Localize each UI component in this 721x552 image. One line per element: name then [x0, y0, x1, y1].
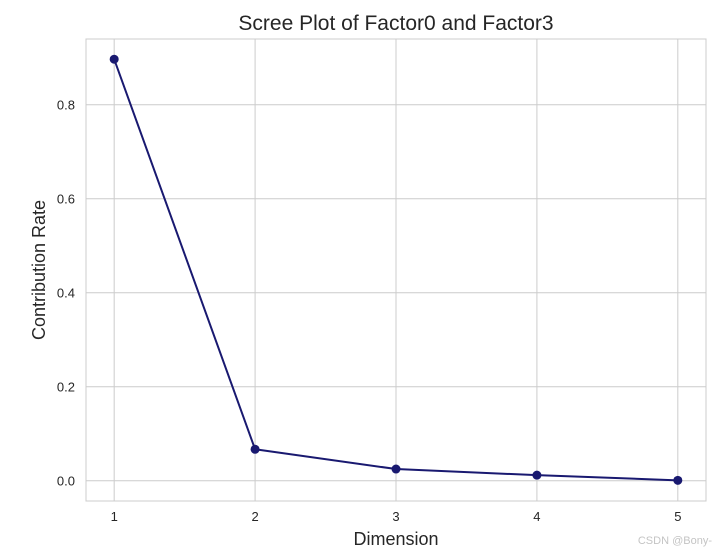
x-axis-label: Dimension	[353, 529, 438, 549]
data-point	[532, 470, 542, 480]
x-tick-label: 2	[251, 509, 258, 524]
y-tick-label: 0.6	[57, 191, 75, 206]
data-point	[391, 464, 401, 474]
x-tick-label: 5	[674, 509, 681, 524]
chart-title: Scree Plot of Factor0 and Factor3	[238, 12, 553, 35]
x-tick-label: 3	[392, 509, 399, 524]
y-tick-label: 0.4	[57, 285, 75, 300]
x-tick-label: 1	[111, 509, 118, 524]
data-point	[673, 475, 683, 485]
data-point	[250, 444, 260, 454]
y-tick-label: 0.0	[57, 473, 75, 488]
data-point	[109, 54, 119, 64]
x-axis-ticks: 1 2 3 4 5	[111, 509, 682, 524]
y-tick-label: 0.2	[57, 379, 75, 394]
y-axis-ticks: 0.0 0.2 0.4 0.6 0.8	[57, 97, 75, 488]
plot-frame	[85, 38, 707, 502]
y-axis-label: Contribution Rate	[29, 200, 49, 340]
grid-lines	[86, 39, 706, 501]
x-tick-label: 4	[533, 509, 540, 524]
y-tick-label: 0.8	[57, 97, 75, 112]
watermark: CSDN @Bony-	[638, 535, 712, 547]
series-layer	[109, 54, 683, 485]
